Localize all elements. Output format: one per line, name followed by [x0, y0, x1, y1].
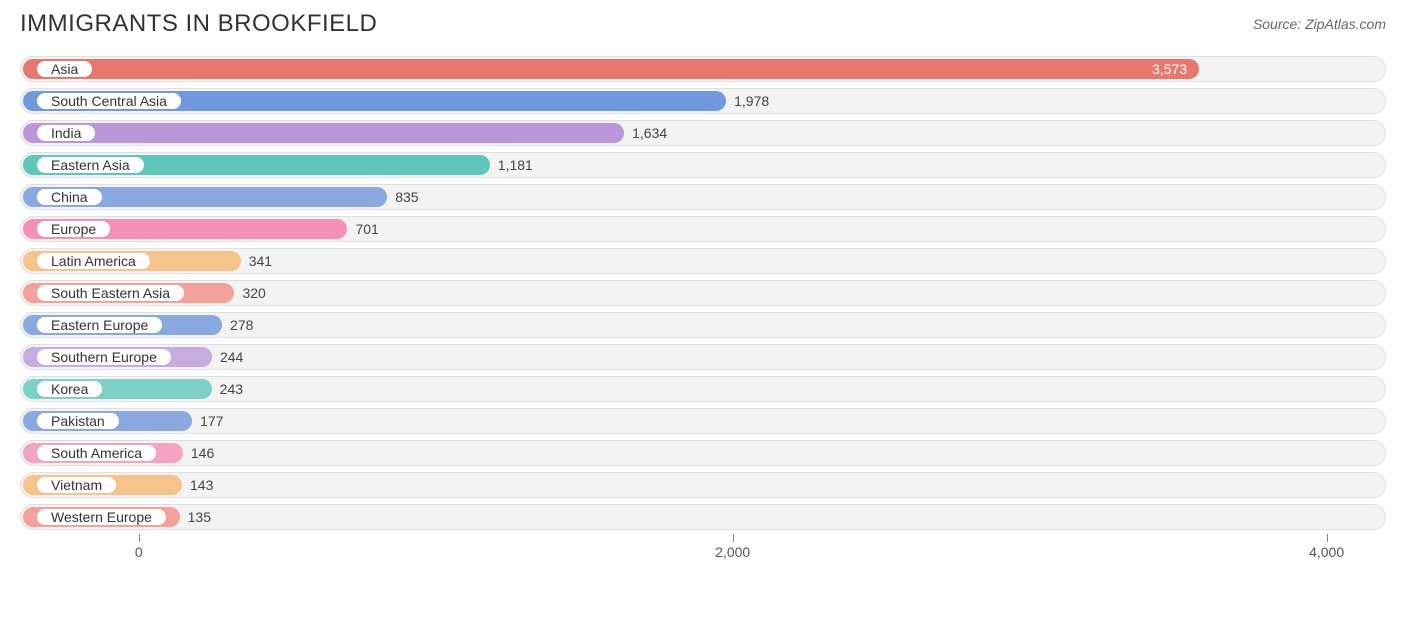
axis-tick-label: 0 — [135, 544, 143, 560]
bar-label: China — [35, 187, 104, 207]
bar-value: 320 — [234, 281, 265, 305]
chart-source: Source: ZipAtlas.com — [1253, 16, 1386, 32]
axis-tick — [139, 534, 140, 542]
bar-row: Korea 243 — [20, 376, 1386, 402]
bar-label: Asia — [35, 59, 94, 79]
bar-value: 135 — [180, 505, 211, 529]
bar-row: Eastern Asia 1,181 — [20, 152, 1386, 178]
bar-value: 3,573 — [1152, 57, 1187, 81]
bar-label: South Central Asia — [35, 91, 183, 111]
axis-tick-label: 4,000 — [1309, 544, 1344, 560]
bar-value: 835 — [387, 185, 418, 209]
bar-row: Eastern Europe 278 — [20, 312, 1386, 338]
bar-row: China 835 — [20, 184, 1386, 210]
bar-value: 1,181 — [490, 153, 533, 177]
bar-row: Western Europe 135 — [20, 504, 1386, 530]
source-prefix: Source: — [1253, 16, 1305, 32]
bar-row: Latin America 341 — [20, 248, 1386, 274]
bar-value: 143 — [182, 473, 213, 497]
bar-label: Pakistan — [35, 411, 121, 431]
bar-value: 1,978 — [726, 89, 769, 113]
chart-area: Asia 3,573 South Central Asia 1,978 India 1,6… — [20, 56, 1386, 564]
chart-header: IMMIGRANTS IN BROOKFIELD Source: ZipAtla… — [20, 10, 1386, 38]
bar-value: 701 — [347, 217, 378, 241]
bar-label: India — [35, 123, 97, 143]
bar-row: Pakistan 177 — [20, 408, 1386, 434]
bar-label: South Eastern Asia — [35, 283, 186, 303]
bar-label: Eastern Asia — [35, 155, 146, 175]
bar-label: Vietnam — [35, 475, 118, 495]
bar-label: Europe — [35, 219, 112, 239]
x-axis: 0 2,000 4,000 — [20, 534, 1386, 564]
bar-label: South America — [35, 443, 158, 463]
bar-value: 177 — [192, 409, 223, 433]
bar-row: Southern Europe 244 — [20, 344, 1386, 370]
bar-value: 146 — [183, 441, 214, 465]
source-name: ZipAtlas.com — [1305, 16, 1386, 32]
bar-fill — [23, 59, 1199, 79]
bar-label: Korea — [35, 379, 104, 399]
bar-value: 244 — [212, 345, 243, 369]
bar-fill — [23, 123, 624, 143]
bar-value: 1,634 — [624, 121, 667, 145]
bars-container: Asia 3,573 South Central Asia 1,978 India 1,6… — [20, 56, 1386, 530]
bar-row: Asia 3,573 — [20, 56, 1386, 82]
bar-value: 243 — [212, 377, 243, 401]
bar-row: South America 146 — [20, 440, 1386, 466]
axis-tick — [1327, 534, 1328, 542]
bar-row: Vietnam 143 — [20, 472, 1386, 498]
bar-label: Latin America — [35, 251, 152, 271]
bar-row: South Eastern Asia 320 — [20, 280, 1386, 306]
bar-label: Eastern Europe — [35, 315, 164, 335]
bar-label: Western Europe — [35, 507, 168, 527]
bar-value: 341 — [241, 249, 272, 273]
bar-row: India 1,634 — [20, 120, 1386, 146]
bar-row: South Central Asia 1,978 — [20, 88, 1386, 114]
bar-label: Southern Europe — [35, 347, 173, 367]
bar-value: 278 — [222, 313, 253, 337]
chart-title: IMMIGRANTS IN BROOKFIELD — [20, 10, 377, 38]
axis-tick — [733, 534, 734, 542]
bar-row: Europe 701 — [20, 216, 1386, 242]
axis-tick-label: 2,000 — [715, 544, 750, 560]
